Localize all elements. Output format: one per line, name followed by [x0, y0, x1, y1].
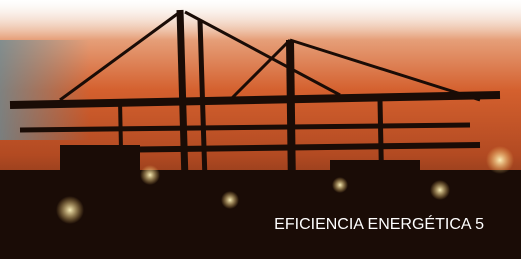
caption: EFICIENCIA ENERGÉTICA 5 [274, 214, 484, 233]
page: EFICIENCIA ENERGÉTICA 5 (() => { const d… [0, 0, 521, 259]
photo: EFICIENCIA ENERGÉTICA 5 [0, 0, 521, 259]
